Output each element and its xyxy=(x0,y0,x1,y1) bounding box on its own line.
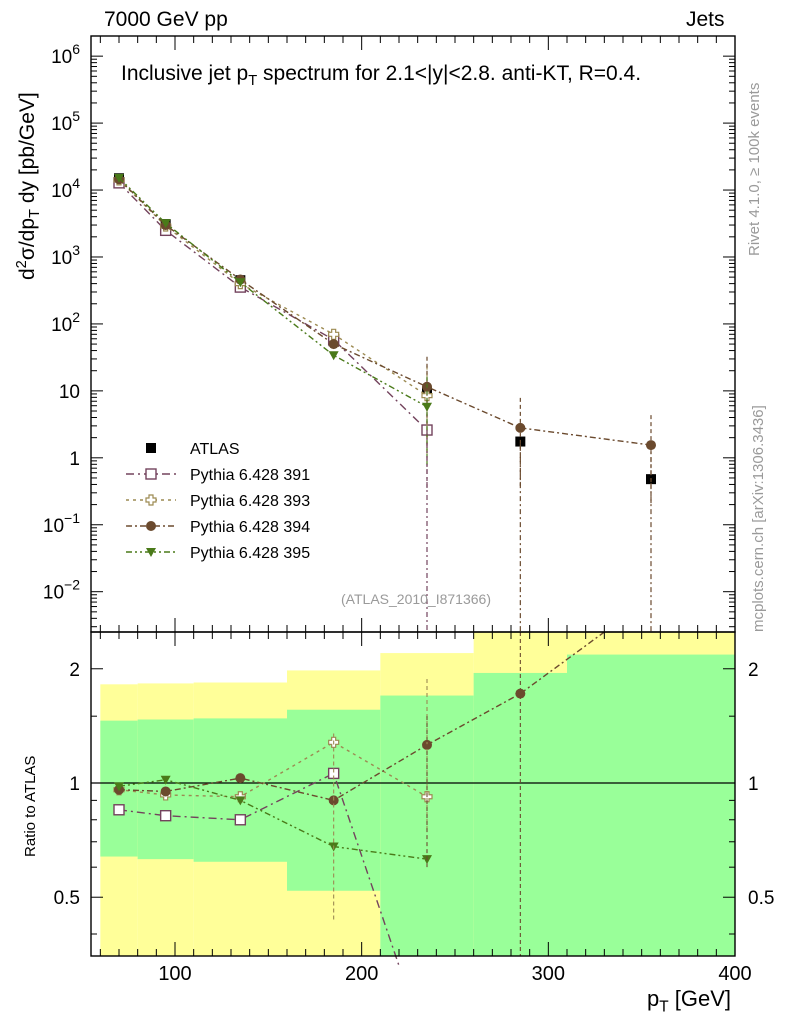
ratio-point-p394-1 xyxy=(160,786,171,797)
point-p395-1-shape xyxy=(160,219,171,229)
title-main: Inclusive jet p xyxy=(121,62,249,85)
legend-marker-p394-shape xyxy=(146,521,156,531)
point-p395-0 xyxy=(114,173,124,183)
line-p393 xyxy=(118,179,428,397)
ratio-point-p391-0-shape xyxy=(113,804,125,816)
ytick-label-8: 106 xyxy=(51,41,80,68)
point-p395-2-shape xyxy=(235,278,246,288)
ytick-label-5: 103 xyxy=(51,242,80,269)
legend-marker-p391 xyxy=(145,468,157,480)
ratio-ytick-label-2: 2 xyxy=(69,660,80,681)
ratio-ytick-label-0: 0.5 xyxy=(54,888,80,909)
ratio-point-p394-5-shape xyxy=(515,688,526,699)
ratio-series-p391 xyxy=(113,767,400,966)
ratio-frame xyxy=(90,631,736,957)
ratio-ytick-label-r-0: 0.5 xyxy=(748,888,774,909)
ratio-point-p394-2-shape xyxy=(235,773,246,784)
ratio-point-p394-1-shape xyxy=(160,786,171,797)
line-p391 xyxy=(118,182,428,431)
ratio-point-p394-5 xyxy=(515,688,526,699)
ratio-ytick-label-r-2: 2 xyxy=(748,660,759,681)
ratio-point-p395-0-shape xyxy=(114,782,124,792)
point-p393-3-shape xyxy=(328,328,340,340)
ytick-label-0: 10−2 xyxy=(43,577,80,604)
ratio-series-p394 xyxy=(114,631,605,806)
ratio-ytick-label-1: 1 xyxy=(69,774,80,795)
point-p394-5 xyxy=(515,422,526,433)
inner-band-2 xyxy=(193,718,287,862)
point-p393-3 xyxy=(328,328,340,340)
ytick-label-7: 105 xyxy=(51,108,80,135)
ratio-ytick-label-r-1: 1 xyxy=(748,774,759,795)
legend-label-p391: Pythia 6.428 391 xyxy=(190,467,310,484)
ratio-point-p395-2-shape xyxy=(235,796,246,806)
inner-band-6 xyxy=(567,654,735,956)
legend-label-p394: Pythia 6.428 394 xyxy=(190,519,310,536)
point-p395-4 xyxy=(422,402,432,412)
point-p395-3 xyxy=(328,351,339,361)
point-p394-3-shape xyxy=(328,339,339,350)
chart-title: Inclusive jet pT spectrum for 2.1<|y|<2.… xyxy=(121,62,641,89)
ratio-point-p395-1 xyxy=(160,775,171,785)
xtick-label-3: 400 xyxy=(718,963,751,985)
point-p395-1 xyxy=(160,219,171,229)
point-p394-5-shape xyxy=(515,422,526,433)
point-p395-4-shape xyxy=(422,402,432,412)
ytick-label-1: 10−1 xyxy=(43,510,80,537)
legend-label-p395: Pythia 6.428 395 xyxy=(190,545,310,562)
legend-marker-atlas xyxy=(146,443,156,453)
point-p395-2 xyxy=(235,278,246,288)
ratio-point-p391-2-shape xyxy=(234,814,247,826)
series-p395 xyxy=(114,173,432,467)
title-rest: spectrum for 2.1<|y|<2.8. anti-KT, R=0.4… xyxy=(257,62,642,85)
ratio-point-p391-0 xyxy=(113,804,125,816)
point-p395-3-shape xyxy=(328,351,339,361)
reference-label: (ATLAS_2010_I871366) xyxy=(341,591,491,607)
legend-marker-p393 xyxy=(145,494,157,506)
legend-marker-p391-shape xyxy=(145,468,157,480)
legend-marker-p395-shape xyxy=(146,548,156,557)
ratio-point-p395-0 xyxy=(114,782,124,792)
ytick-label-3: 10 xyxy=(59,382,80,403)
series-atlas xyxy=(114,173,656,485)
line-p394 xyxy=(118,178,652,446)
ytick-label-4: 102 xyxy=(51,309,80,336)
legend-label-atlas: ATLAS xyxy=(190,441,240,458)
legend-label-p393: Pythia 6.428 393 xyxy=(190,493,310,510)
legend-marker-p393-shape xyxy=(145,494,157,506)
header-left: 7000 GeV pp xyxy=(104,8,228,31)
ratio-point-p391-1 xyxy=(159,810,172,822)
xtick-label-2: 300 xyxy=(532,963,565,985)
ratio-point-p395-2 xyxy=(235,796,246,806)
ytick-label-6: 104 xyxy=(51,175,80,202)
inner-band-4 xyxy=(380,695,474,956)
ratio-point-p395-1-shape xyxy=(160,775,171,785)
legend-marker-p394 xyxy=(146,521,156,531)
ratio-point-p391-2 xyxy=(234,814,247,826)
ratio-point-p391-1-shape xyxy=(159,810,172,822)
header-right: Jets xyxy=(686,8,725,31)
main-frame xyxy=(90,35,736,633)
xtick-label-0: 100 xyxy=(158,963,191,985)
title-sub: T xyxy=(248,73,258,90)
point-p394-3 xyxy=(328,339,339,350)
ytick-label-2: 1 xyxy=(69,449,80,470)
legend-marker-p395 xyxy=(146,548,156,557)
line-p395 xyxy=(118,177,428,408)
ratio-point-p394-2 xyxy=(235,773,246,784)
x-axis-label: pT [GeV] xyxy=(647,986,732,1016)
point-p395-0-shape xyxy=(114,173,124,183)
xtick-label-1: 200 xyxy=(345,963,378,985)
series-p393 xyxy=(113,174,433,456)
legend-marker-atlas-shape xyxy=(146,443,156,453)
